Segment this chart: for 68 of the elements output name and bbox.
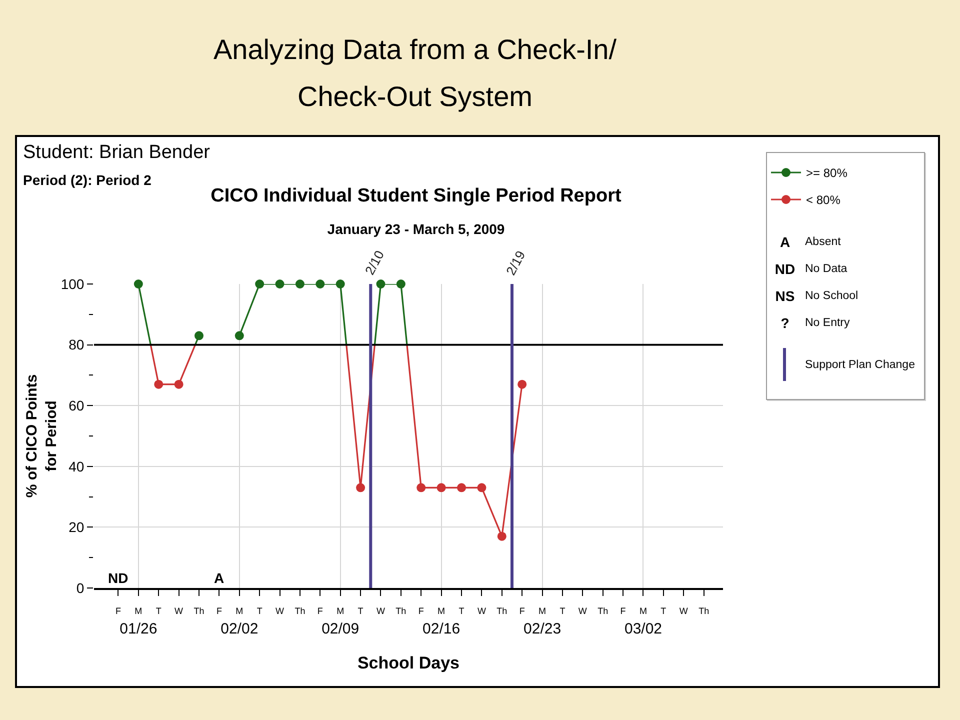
y-tick-label: 60 — [68, 398, 84, 414]
legend-label: < 80% — [806, 193, 841, 208]
point — [275, 280, 284, 288]
x-tick-label: W — [174, 606, 184, 616]
y-axis-title: % of CICO Points for Period — [24, 374, 60, 498]
x-axis-title: School Days — [357, 653, 460, 672]
point — [316, 280, 325, 288]
point — [518, 380, 527, 389]
x-tick-label: Th — [294, 606, 306, 616]
point — [295, 280, 304, 288]
annotation: 2/10 — [362, 248, 387, 278]
x-tick-label: M 03/02 — [624, 606, 662, 638]
point — [356, 483, 366, 492]
x-tick-label: Th — [598, 606, 608, 616]
x-tick-label: W — [276, 606, 285, 616]
text: 2/19 — [503, 248, 528, 278]
x-tick-label: W — [376, 606, 386, 616]
x-tick-label: F — [317, 606, 324, 616]
x-tick-label: T — [660, 606, 667, 616]
x-tick-label: F — [418, 606, 424, 616]
text: Period (2): Period 2 — [23, 171, 152, 190]
point — [194, 331, 204, 340]
point — [174, 380, 184, 389]
point — [436, 483, 446, 492]
x-tick-label: W — [477, 606, 486, 616]
x-tick-label: Th — [396, 606, 406, 616]
point — [255, 280, 264, 288]
x-tick-label: M 02/16 — [422, 606, 460, 638]
x-tick-label: M 02/09 — [322, 606, 360, 638]
annotation: ND — [108, 570, 128, 586]
point — [134, 280, 143, 288]
x-tick-label: M 02/23 — [524, 606, 562, 638]
point — [154, 380, 164, 389]
point — [234, 331, 244, 340]
point — [336, 280, 345, 288]
point — [416, 483, 426, 492]
y-tick-label: 100 — [60, 276, 84, 292]
y-tick-label: 0 — [76, 580, 84, 596]
y-tick-label: 40 — [68, 458, 84, 474]
y-tick-label: 20 — [68, 519, 84, 536]
x-tick-label: T — [458, 606, 465, 616]
point — [477, 483, 486, 492]
point — [396, 280, 406, 288]
x-tick-label: Th — [496, 606, 508, 616]
y-tick-label: 80 — [68, 336, 84, 353]
point — [376, 280, 386, 288]
annotation: A — [214, 570, 224, 586]
x-tick-label: T — [358, 606, 364, 616]
point — [497, 532, 506, 541]
x-tick-label: M 01/26 — [120, 606, 158, 638]
x-tick-label: W — [679, 606, 688, 616]
x-tick-label: W — [578, 606, 588, 616]
point — [457, 483, 466, 492]
text: Analyzing Data from a Check-In/ Check-Out System — [212, 33, 618, 114]
text: Student: Brian Bender — [23, 142, 210, 164]
x-tick-label: F — [216, 606, 222, 616]
x-tick-label: T — [560, 606, 566, 616]
legend-label: >= 80% — [806, 166, 848, 180]
chart-subtitle: January 23 - March 5, 2009 — [327, 220, 505, 237]
x-tick-label: F — [519, 606, 526, 616]
chart-title: CICO Individual Student Single Period Report — [210, 186, 622, 207]
x-tick-label: T — [256, 606, 263, 616]
x-tick-label: Th — [194, 606, 204, 616]
x-tick-label: F — [620, 606, 626, 616]
x-tick-label: T — [156, 606, 162, 616]
x-tick-label: Th — [698, 606, 710, 616]
x-tick-label: F — [115, 606, 122, 616]
x-tick-label: M 02/02 — [220, 606, 258, 638]
